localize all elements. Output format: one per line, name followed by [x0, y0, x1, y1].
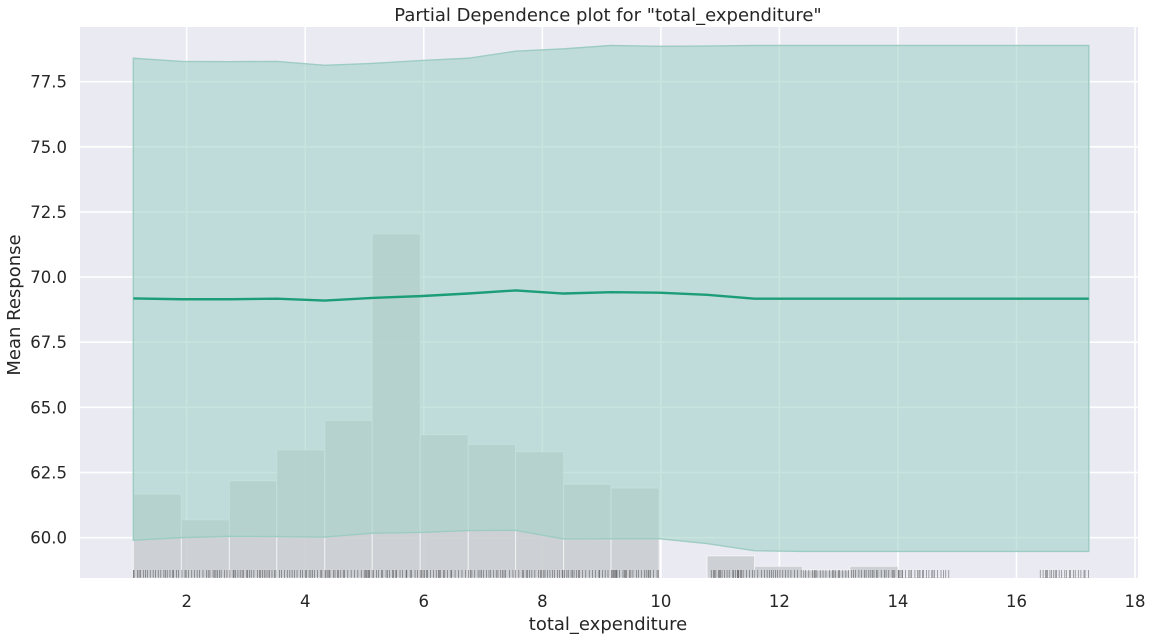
x-axis-label: total_expenditure	[529, 614, 687, 635]
x-tick-label: 2	[181, 592, 192, 611]
y-tick-label: 67.5	[30, 333, 67, 352]
confidence-band-layer	[132, 44, 1090, 553]
rug-marks	[133, 570, 1089, 578]
y-tick-label: 77.5	[30, 73, 67, 92]
y-tick-label: 72.5	[30, 203, 67, 222]
y-tick-label: 65.0	[30, 398, 67, 417]
y-axis-label: Mean Response	[4, 234, 25, 375]
y-tick-label: 75.0	[30, 138, 67, 157]
x-tick-label: 4	[300, 592, 311, 611]
y-tick-label: 62.5	[30, 463, 67, 482]
x-tick-label: 16	[1006, 592, 1027, 611]
x-tick-label: 14	[887, 592, 908, 611]
y-tick-label: 70.0	[30, 268, 67, 287]
histogram-bar	[706, 555, 756, 579]
x-tick-label: 6	[419, 592, 430, 611]
x-tick-label: 18	[1125, 592, 1146, 611]
pd-line-layer	[133, 289, 1089, 302]
y-tick-label: 60.0	[30, 529, 67, 548]
x-tick-label: 10	[650, 592, 671, 611]
x-axis-ticks: 2 4 6 8 10 12 14 16 18	[181, 592, 1145, 611]
x-tick-label: 12	[769, 592, 790, 611]
x-tick-label: 8	[537, 592, 548, 611]
histogram-bar	[754, 565, 804, 579]
y-axis-ticks: 60.0 62.5 65.0 67.5 70.0 72.5 75.0 77.5	[30, 73, 67, 548]
partial-dependence-line	[133, 289, 1089, 302]
confidence-band	[132, 44, 1090, 553]
histogram-bar	[897, 576, 947, 579]
chart-title: Partial Dependence plot for "total_expen…	[394, 5, 821, 26]
